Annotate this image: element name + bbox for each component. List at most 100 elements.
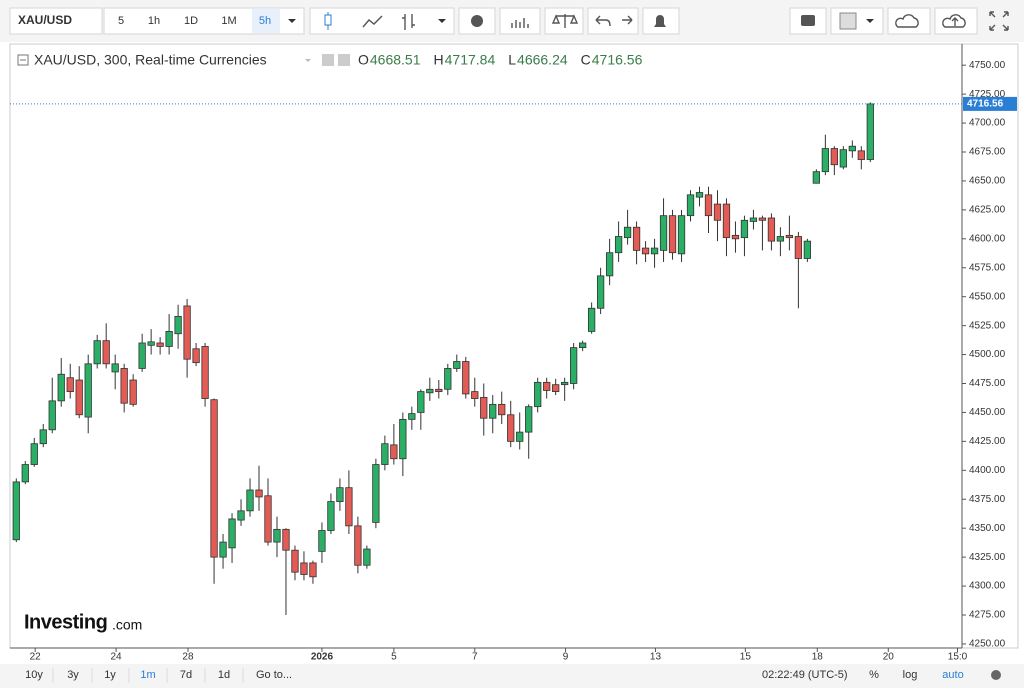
fullscreen-icon[interactable] (989, 11, 1009, 31)
dropdown-arrow[interactable] (438, 19, 446, 23)
x-tick-label: 13 (650, 652, 662, 663)
dropdown-arrow[interactable] (288, 19, 296, 23)
candle-body (111, 363, 119, 373)
candle-body (174, 315, 182, 335)
candle-body (686, 194, 695, 217)
interval-button[interactable]: 1h (148, 15, 160, 27)
ohlc-legend: O 4668.51 H 4717.84 L 4666.24 C 4716.56 (358, 52, 643, 68)
cloud-up-icon (942, 14, 966, 28)
dropdown-arrow (866, 19, 874, 23)
candle-body (525, 406, 533, 433)
y-tick-label: 4275.00 (969, 610, 1006, 621)
candle-body (767, 217, 776, 242)
undo-icon[interactable] (595, 15, 611, 27)
indicators-button[interactable] (499, 7, 541, 35)
y-tick-label: 4650.00 (969, 176, 1006, 187)
interval-button[interactable]: 5 (118, 15, 124, 27)
candle-body (399, 418, 407, 460)
bar-icon[interactable] (402, 14, 415, 30)
candle-body (237, 510, 245, 521)
y-tick-label: 4300.00 (969, 581, 1006, 592)
candle-body (516, 431, 524, 442)
auto-toggle[interactable]: auto (942, 669, 963, 681)
candle-body (471, 391, 479, 399)
candle-body (821, 148, 829, 173)
range-button[interactable]: 1m (140, 669, 155, 681)
candle-body (677, 215, 686, 255)
candle-body (30, 443, 38, 465)
candle-body (345, 487, 353, 527)
y-tick-label: 4475.00 (969, 378, 1006, 389)
candle-body (84, 363, 92, 418)
legend-key: C (581, 52, 591, 68)
candle-icon[interactable] (324, 12, 332, 30)
x-tick-label: 22 (30, 652, 42, 663)
legend-key: H (434, 52, 444, 68)
y-tick-label: 4250.00 (969, 639, 1006, 650)
settings-gear[interactable] (991, 670, 1001, 680)
settings-icon[interactable] (338, 54, 350, 66)
candle-body (812, 171, 821, 184)
interval-button[interactable]: 1M (221, 15, 236, 27)
x-tick-label: 9 (563, 652, 569, 663)
legend-value: 4717.84 (445, 52, 496, 68)
range-button[interactable]: 3y (67, 669, 79, 681)
y-tick-label: 4325.00 (969, 552, 1006, 563)
title-arrow (305, 59, 311, 62)
legend-value: 4716.56 (592, 52, 643, 68)
legend-key: O (358, 52, 369, 68)
range-button[interactable]: 1d (218, 669, 230, 681)
candle-body (453, 361, 461, 369)
candle-body (147, 341, 155, 346)
range-button[interactable]: 10y (25, 669, 43, 681)
candle-body (372, 464, 380, 523)
compare-icon (551, 14, 579, 28)
percent-toggle[interactable]: % (869, 669, 879, 681)
candle-body (138, 342, 146, 369)
cloud-load[interactable] (887, 7, 931, 35)
candle-body (264, 495, 272, 543)
x-tick-label: 28 (182, 652, 194, 663)
interval-button[interactable]: 1D (184, 15, 198, 27)
candle-body (93, 340, 101, 365)
candle-body (156, 342, 164, 347)
y-tick-label: 4725.00 (969, 89, 1006, 100)
candle-body (641, 247, 650, 255)
indicators-icon (511, 18, 529, 28)
redo-icon[interactable] (622, 15, 633, 25)
camera-icon (801, 15, 815, 26)
candle-body (354, 525, 362, 566)
candle-body (390, 444, 398, 460)
cloud-save[interactable] (934, 7, 978, 35)
candle-body (417, 391, 425, 413)
candle-body (605, 252, 614, 277)
candle-body (129, 379, 137, 405)
theme-button[interactable] (830, 7, 884, 35)
range-button[interactable]: 7d (180, 669, 192, 681)
candle-body (408, 413, 416, 420)
x-tick-label: 15:0 (948, 652, 968, 663)
candle-body (731, 234, 740, 240)
candle-body (561, 381, 569, 386)
candle-body (318, 530, 326, 552)
candle-body (201, 346, 209, 399)
candle-body (381, 443, 389, 465)
candle-body (48, 400, 56, 431)
candle-body (120, 368, 128, 404)
symbol-box[interactable] (9, 7, 103, 35)
candle-body (435, 388, 443, 393)
interval-active (252, 9, 280, 33)
range-button[interactable]: 1y (104, 669, 116, 681)
interval-button[interactable]: 5h (259, 15, 271, 27)
log-toggle[interactable]: log (903, 669, 918, 681)
compare-button[interactable] (544, 7, 584, 35)
y-tick-label: 4400.00 (969, 465, 1006, 476)
goto-button[interactable]: Go to... (256, 669, 292, 681)
y-tick-label: 4575.00 (969, 262, 1006, 273)
eye-icon[interactable] (322, 54, 334, 66)
bottom-bar-items: 10y 3y 1y 1m 7d 1d Go to... 02:22:49 (UTC-5)% lo… (25, 668, 1001, 683)
candle-body (695, 192, 704, 198)
candle-body (830, 148, 838, 166)
line-icon[interactable] (362, 15, 383, 28)
